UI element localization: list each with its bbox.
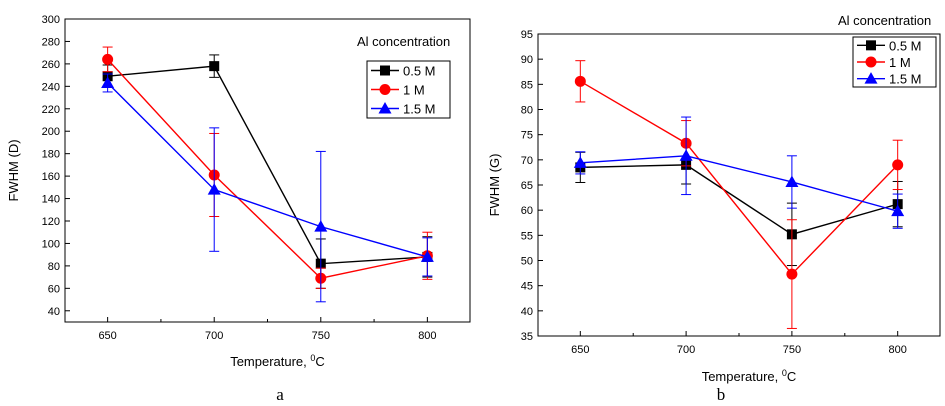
chart-b-y-tick-label: 65	[521, 180, 533, 192]
chart-a-y-tick-label: 200	[42, 126, 60, 138]
chart-a-series-1-5-m-line	[107, 82, 428, 258]
chart-b-legend-marker	[864, 72, 878, 84]
chart-a-x-tick-label: 700	[205, 330, 223, 342]
chart-b-legend-marker	[865, 56, 877, 68]
chart-b-x-tick-label: 750	[783, 344, 801, 356]
chart-b-x-tick-label: 700	[677, 344, 695, 356]
chart-a-y-tick-label: 240	[42, 81, 60, 93]
chart-a-y-tick-label: 280	[42, 36, 60, 48]
chart-a-y-tick-label: 260	[42, 59, 60, 71]
chart-b-legend: Al concentration 0.5 M 1 M 1.5 M	[838, 13, 937, 88]
chart-a-series-1-m-point	[102, 53, 114, 65]
chart-a-legend-label: 0.5 M	[403, 64, 436, 79]
chart-b-series-1-m-point	[892, 159, 904, 171]
chart-b-series-1-m	[574, 60, 904, 329]
chart-a-legend-label: 1.5 M	[403, 102, 436, 117]
chart-a-x-axis-title: Temperature, 0C	[230, 353, 325, 369]
chart-b-x-axis-title: Temperature, 0C	[702, 368, 797, 384]
chart-b-y-tick-label: 50	[521, 256, 533, 268]
chart-a-series-1-5-m-point	[207, 183, 221, 195]
chart-b-y-tick-label: 70	[521, 155, 533, 167]
chart-a-y-tick-label: 220	[42, 104, 60, 116]
chart-b-panel-letter: b	[717, 385, 726, 404]
chart-b-series-1-m-point	[574, 75, 586, 87]
chart-b-series-1-m-point	[786, 268, 798, 280]
chart-a-y-tick-label: 40	[48, 306, 60, 318]
chart-b-y-tick-label: 80	[521, 105, 533, 117]
chart-a-legend-marker	[380, 65, 390, 76]
chart-b-legend-label: 0.5 M	[889, 38, 922, 53]
chart-a-y-tick-label: 160	[42, 171, 60, 183]
chart-b-series-1-5-m-point	[679, 149, 693, 161]
chart-b-series-0-5-m	[575, 145, 903, 267]
chart-a-series-1-m-line	[107, 58, 428, 279]
chart-b-x-tick-label: 650	[571, 344, 589, 356]
chart-b-x-tick-label: 800	[889, 344, 907, 356]
chart-a-y-tick-label: 140	[42, 194, 60, 206]
chart-b-y-tick-label: 75	[521, 130, 533, 142]
chart-a-legend-marker	[378, 102, 392, 114]
chart-a-y-tick-label: 60	[48, 283, 60, 295]
chart-b-y-tick-label: 40	[521, 306, 533, 318]
chart-b-y-tick-label: 35	[521, 331, 533, 343]
chart-a-panel-letter: a	[276, 385, 284, 404]
chart-b-series-1-5-m-line	[580, 155, 898, 212]
chart-b-series-1-5-m	[573, 116, 905, 229]
chart-a-series-1-5-m	[101, 73, 434, 303]
chart-a-panel: 650 700 750 800 40 60 80 100 120 140 160 180 200 220 2…	[6, 14, 471, 404]
chart-a-series-1-5-m-point	[420, 250, 434, 262]
chart-a-x-tick-label: 800	[418, 330, 436, 342]
chart-b-panel: 650 700 750 800 35 40 45 50 55 60 65 70 75 80 85 90 95 Te…	[487, 13, 941, 404]
chart-b-y-tick-label: 85	[521, 79, 533, 91]
chart-a-y-axis-title: FWHM (D)	[6, 139, 21, 201]
chart-b-legend-label: 1 M	[889, 55, 911, 70]
chart-a-series-1-5-m-point	[314, 220, 328, 232]
chart-b-legend-title: Al concentration	[838, 13, 931, 28]
chart-b-y-tick-label: 95	[521, 29, 533, 41]
chart-b-legend-label: 1.5 M	[889, 72, 922, 87]
chart-b-y-tick-label: 45	[521, 281, 533, 293]
chart-b-y-axis-title: FWHM (G)	[487, 154, 502, 217]
chart-a-legend-title: Al concentration	[357, 34, 450, 49]
chart-a-x-tick-label: 750	[312, 330, 330, 342]
chart-a-series-0-5-m-point	[209, 61, 220, 72]
chart-a-legend-marker	[379, 84, 391, 95]
chart-a-y-tick-label: 300	[42, 14, 60, 26]
chart-b-series-1-5-m-point	[891, 204, 905, 217]
chart-a-x-tick-label: 650	[98, 330, 116, 342]
chart-a-y-tick-label: 100	[42, 238, 60, 250]
chart-b-y-tick-label: 90	[521, 54, 533, 66]
chart-a-legend: Al concentration 0.5 M 1 M 1.5 M	[357, 34, 451, 119]
chart-a-y-tick-label: 120	[42, 216, 60, 228]
chart-a-legend-label: 1 M	[403, 83, 425, 98]
chart-b-series-1-m-line	[579, 80, 899, 276]
chart-b-series-1-5-m-point	[573, 156, 587, 168]
chart-b-y-tick-label: 55	[521, 230, 533, 242]
chart-a-series-1-5-m-point	[101, 76, 115, 88]
chart-a-series-0-5-m-line	[107, 65, 428, 265]
chart-b-series-0-5-m-line	[580, 164, 898, 236]
chart-b-legend-marker	[866, 40, 876, 51]
chart-b-series-1-5-m-point	[785, 175, 799, 187]
chart-b-y-tick-label: 60	[521, 205, 533, 217]
chart-a-y-tick-label: 80	[48, 261, 60, 273]
chart-a-y-tick-label: 180	[42, 149, 60, 161]
